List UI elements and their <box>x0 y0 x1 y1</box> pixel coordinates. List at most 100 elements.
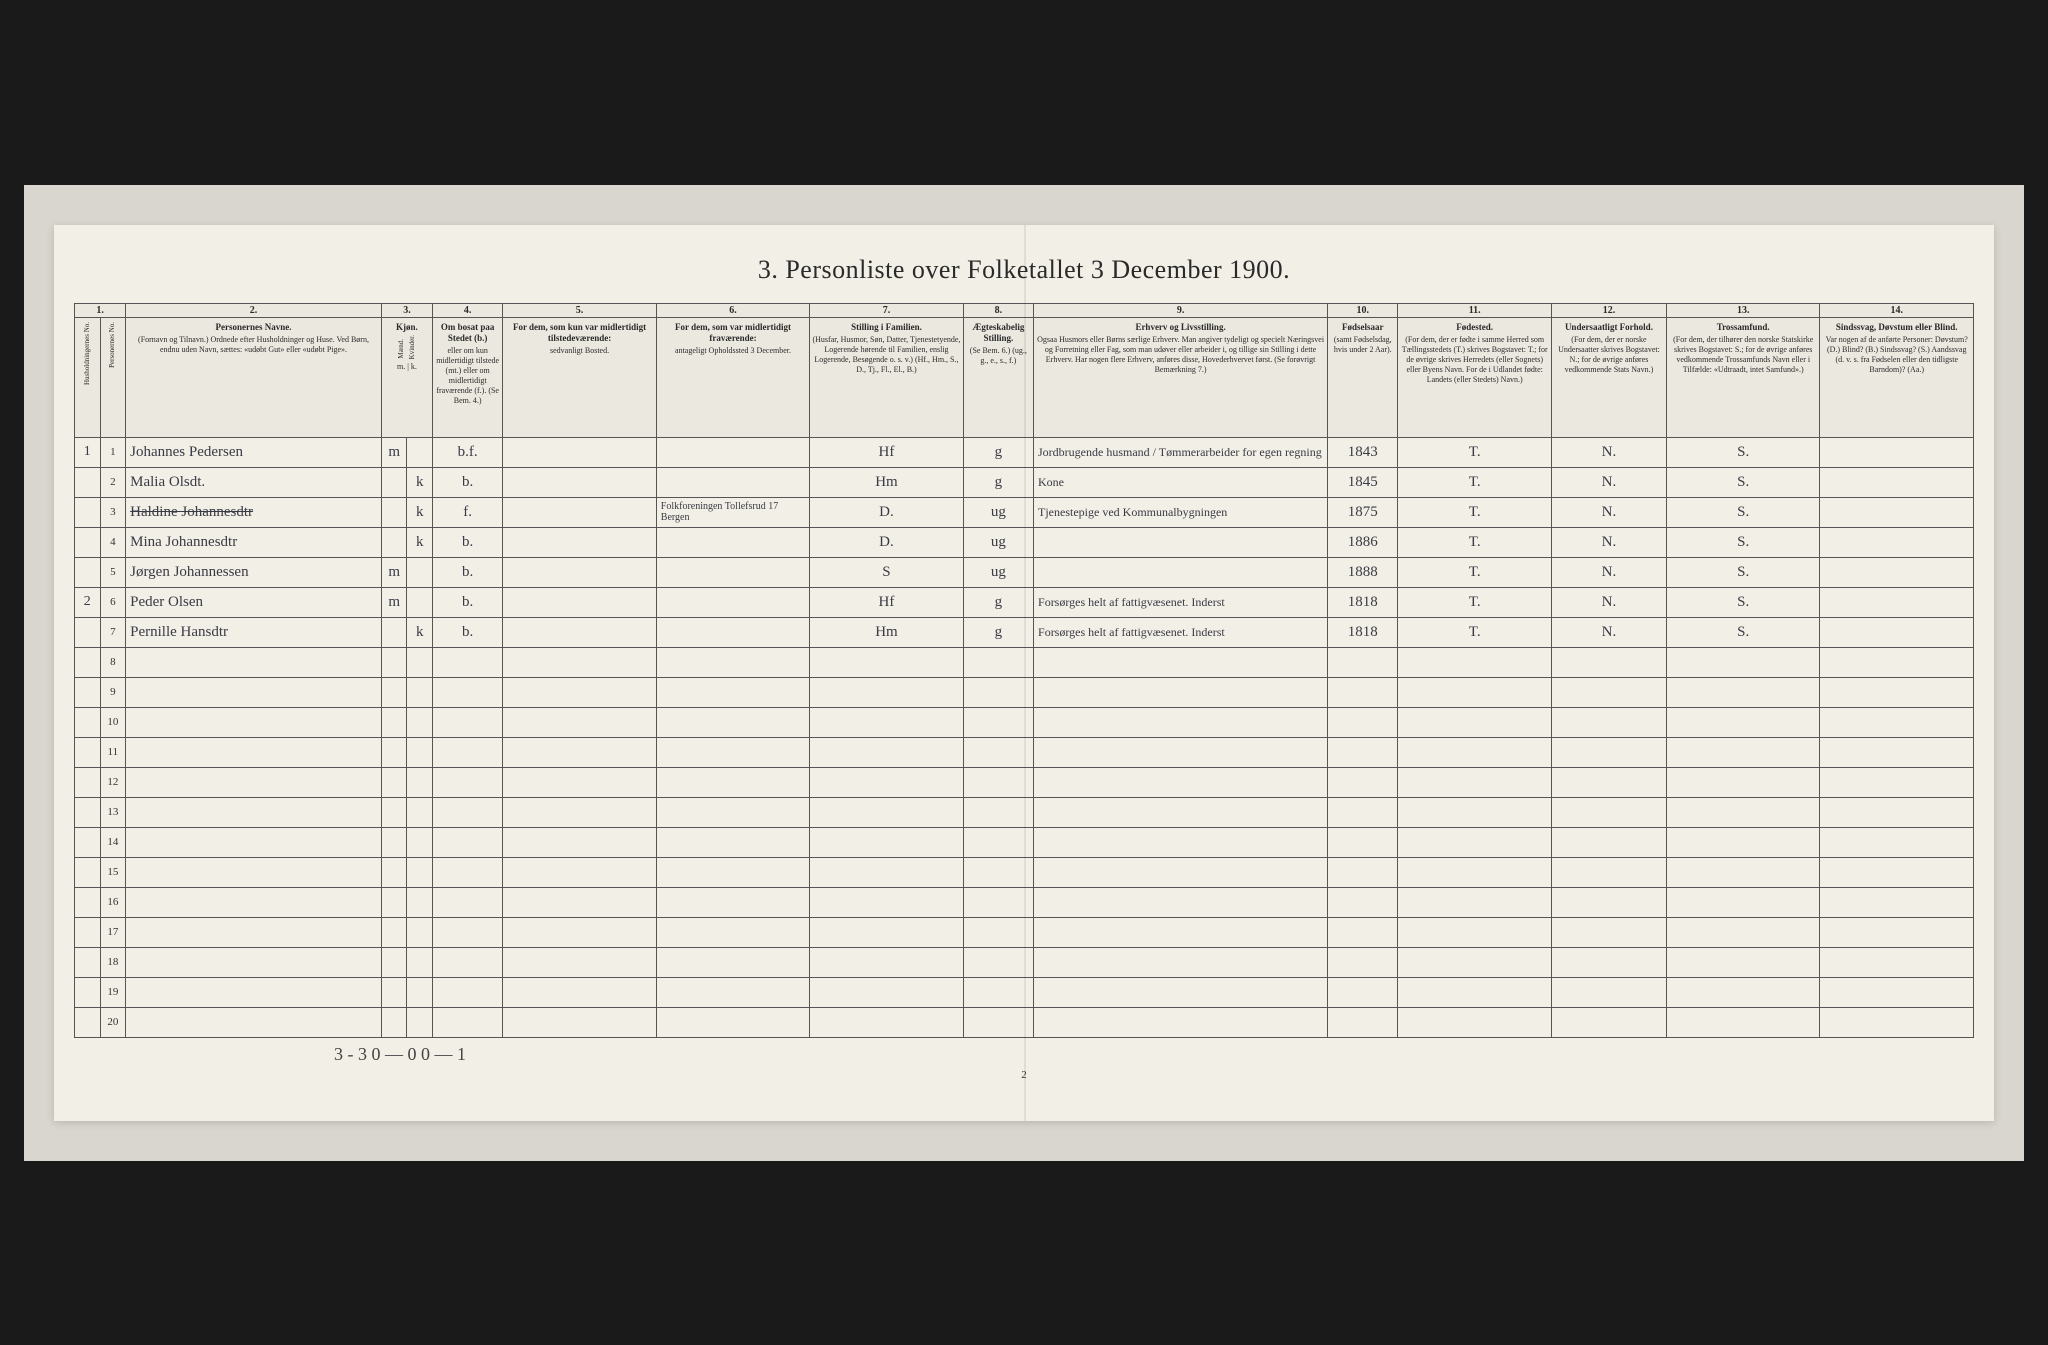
cell-birthplace: T. <box>1398 587 1551 617</box>
table-row: 1 1 Johannes Pedersen m b.f. Hf g Jordbr… <box>75 437 1974 467</box>
cell-residence <box>433 947 503 977</box>
cell-name <box>126 947 382 977</box>
cell-disability <box>1820 437 1974 467</box>
cell-nationality: N. <box>1551 557 1666 587</box>
cell-person-no: 1 <box>100 437 126 467</box>
cell-birthyear <box>1328 977 1398 1007</box>
cell-marital: ug <box>963 527 1033 557</box>
cell-sex-k: k <box>407 497 433 527</box>
hdr-faith: Trossamfund. (For dem, der tilhører den … <box>1666 317 1819 437</box>
cell-disability <box>1820 557 1974 587</box>
cell-family-pos: D. <box>810 497 963 527</box>
cell-temp-present <box>503 437 656 467</box>
cell-family-pos <box>810 677 963 707</box>
cell-family-pos: Hf <box>810 587 963 617</box>
table-row-empty: 8 <box>75 647 1974 677</box>
cell-household-no <box>75 857 101 887</box>
colnum-9: 9. <box>1034 303 1328 317</box>
cell-faith <box>1666 857 1819 887</box>
cell-faith: S. <box>1666 587 1819 617</box>
cell-birthplace <box>1398 857 1551 887</box>
cell-birthyear: 1818 <box>1328 617 1398 647</box>
cell-temp-absent <box>656 467 809 497</box>
cell-faith: S. <box>1666 617 1819 647</box>
hdr-household-no: Husholdningernes No. <box>75 317 101 437</box>
cell-disability <box>1820 827 1974 857</box>
hdr-sex: Kjøn. Mænd. Kvinder. m. | k. <box>381 317 432 437</box>
document-page: 3. Personliste over Folketallet 3 Decemb… <box>54 225 1994 1121</box>
cell-temp-present <box>503 797 656 827</box>
table-row-empty: 17 <box>75 917 1974 947</box>
cell-sex-m <box>381 647 407 677</box>
table-row: 3 Haldine Johannesdtr k f. Folkforeninge… <box>75 497 1974 527</box>
cell-nationality <box>1551 797 1666 827</box>
cell-birthyear <box>1328 737 1398 767</box>
cell-occupation <box>1034 1007 1328 1037</box>
cell-household-no <box>75 707 101 737</box>
cell-residence <box>433 977 503 1007</box>
cell-marital <box>963 677 1033 707</box>
cell-birthplace: T. <box>1398 617 1551 647</box>
table-row: 5 Jørgen Johannessen m b. S ug 1888 T. N… <box>75 557 1974 587</box>
cell-household-no <box>75 827 101 857</box>
cell-temp-absent <box>656 557 809 587</box>
cell-family-pos: S <box>810 557 963 587</box>
cell-faith <box>1666 647 1819 677</box>
cell-faith: S. <box>1666 527 1819 557</box>
cell-person-no: 15 <box>100 857 126 887</box>
cell-sex-m <box>381 737 407 767</box>
cell-temp-absent <box>656 917 809 947</box>
cell-temp-present <box>503 947 656 977</box>
cell-birthyear <box>1328 647 1398 677</box>
cell-disability <box>1820 857 1974 887</box>
cell-faith: S. <box>1666 437 1819 467</box>
table-row-empty: 15 <box>75 857 1974 887</box>
cell-marital <box>963 947 1033 977</box>
cell-birthyear <box>1328 887 1398 917</box>
cell-birthplace: T. <box>1398 437 1551 467</box>
cell-residence <box>433 647 503 677</box>
cell-marital <box>963 797 1033 827</box>
cell-occupation: Kone <box>1034 467 1328 497</box>
cell-marital <box>963 857 1033 887</box>
cell-sex-k: k <box>407 467 433 497</box>
cell-residence: b. <box>433 467 503 497</box>
cell-temp-present <box>503 647 656 677</box>
cell-family-pos: Hm <box>810 467 963 497</box>
cell-birthplace <box>1398 677 1551 707</box>
cell-residence <box>433 797 503 827</box>
hdr-temp-absent: For dem, som var midlertidigt fraværende… <box>656 317 809 437</box>
cell-person-no: 9 <box>100 677 126 707</box>
cell-name <box>126 917 382 947</box>
cell-faith <box>1666 827 1819 857</box>
cell-faith: S. <box>1666 497 1819 527</box>
cell-name: Jørgen Johannessen <box>126 557 382 587</box>
cell-nationality: N. <box>1551 437 1666 467</box>
cell-nationality <box>1551 917 1666 947</box>
colnum-3: 3. <box>381 303 432 317</box>
cell-household-no <box>75 1007 101 1037</box>
cell-family-pos <box>810 977 963 1007</box>
cell-temp-present <box>503 617 656 647</box>
cell-name <box>126 857 382 887</box>
cell-household-no <box>75 557 101 587</box>
colnum-14: 14. <box>1820 303 1974 317</box>
cell-marital: g <box>963 617 1033 647</box>
cell-nationality <box>1551 1007 1666 1037</box>
cell-temp-absent <box>656 437 809 467</box>
cell-sex-m <box>381 827 407 857</box>
cell-name <box>126 827 382 857</box>
cell-family-pos <box>810 947 963 977</box>
table-row-empty: 18 <box>75 947 1974 977</box>
cell-family-pos: Hf <box>810 437 963 467</box>
cell-occupation <box>1034 857 1328 887</box>
cell-sex-k <box>407 707 433 737</box>
cell-person-no: 6 <box>100 587 126 617</box>
cell-sex-m <box>381 467 407 497</box>
cell-temp-absent <box>656 527 809 557</box>
cell-family-pos <box>810 917 963 947</box>
cell-temp-absent: Folkforeningen Tollefsrud 17 Bergen <box>656 497 809 527</box>
hdr-nationality: Undersaatligt Forhold. (For dem, der er … <box>1551 317 1666 437</box>
cell-household-no <box>75 947 101 977</box>
cell-faith <box>1666 887 1819 917</box>
